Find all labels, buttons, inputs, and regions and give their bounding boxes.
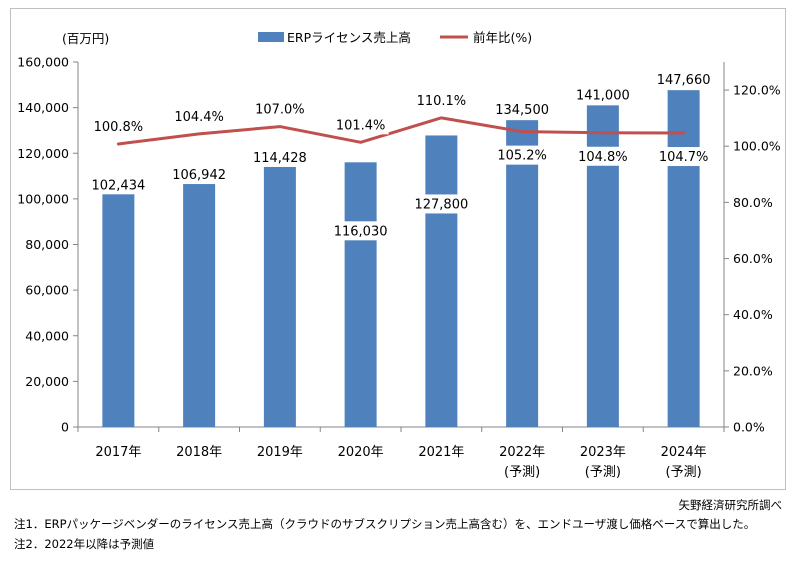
growth-label-bg bbox=[171, 106, 228, 126]
growth-label-bg bbox=[494, 145, 551, 165]
x-category-label: 2020年 bbox=[338, 445, 384, 460]
bar-value-label: 127,800 bbox=[414, 197, 468, 212]
footnote-2: 注2．2022年以降は予測値 bbox=[14, 537, 155, 551]
x-category-label: 2023年 bbox=[580, 445, 626, 460]
bar-2021年 bbox=[425, 135, 458, 428]
left-axis-tick-label: 120,000 bbox=[17, 146, 69, 161]
growth-label-bg bbox=[413, 90, 470, 110]
source-note: 矢野経済研究所調べ bbox=[678, 498, 783, 512]
bar-value-label: 147,660 bbox=[657, 73, 711, 88]
x-category-sublabel: (予測) bbox=[666, 465, 702, 480]
x-category-label: 2019年 bbox=[257, 445, 303, 460]
growth-label: 105.2% bbox=[497, 149, 547, 164]
growth-label: 101.4% bbox=[336, 118, 386, 133]
bar-value-label: 114,428 bbox=[253, 151, 307, 166]
legend-bar-swatch bbox=[258, 32, 284, 42]
bar-value-label: 106,942 bbox=[172, 168, 226, 183]
bar-value-label-bg bbox=[330, 221, 391, 241]
bar-value-label-bg bbox=[88, 175, 149, 195]
left-axis-tick-label: 20,000 bbox=[25, 374, 69, 389]
bar-value-label-bg bbox=[572, 85, 633, 105]
bar-value-label-bg bbox=[653, 70, 714, 90]
chart-frame bbox=[10, 8, 786, 490]
growth-label: 100.8% bbox=[94, 120, 144, 135]
x-category-label: 2017年 bbox=[95, 445, 141, 460]
left-axis-tick-label: 40,000 bbox=[25, 328, 69, 343]
bar-2018年 bbox=[183, 183, 216, 427]
legend-line-label: 前年比(%) bbox=[473, 30, 532, 45]
growth-label: 104.8% bbox=[578, 150, 628, 165]
x-category-sublabel: (予測) bbox=[585, 465, 621, 480]
growth-label-bg bbox=[251, 99, 308, 119]
left-axis-tick-label: 140,000 bbox=[17, 100, 69, 115]
x-category-label: 2018年 bbox=[176, 445, 222, 460]
bar-value-label-bg bbox=[169, 165, 230, 185]
bar-value-label: 141,000 bbox=[576, 88, 630, 103]
growth-label-bg bbox=[90, 116, 147, 136]
bar-2019年 bbox=[263, 165, 296, 427]
left-axis-tick-label: 100,000 bbox=[17, 191, 69, 206]
bar-value-label: 102,434 bbox=[91, 178, 145, 193]
right-axis-tick-label: 100.0% bbox=[733, 139, 781, 154]
growth-label: 110.1% bbox=[417, 94, 467, 109]
bar-value-label: 134,500 bbox=[495, 103, 549, 118]
right-axis-tick-label: 20.0% bbox=[733, 363, 773, 378]
growth-rate-line bbox=[116, 116, 686, 146]
bar-value-label-bg bbox=[411, 194, 472, 214]
x-category-label: 2022年 bbox=[499, 445, 545, 460]
growth-label-bg bbox=[574, 146, 631, 166]
x-category-sublabel: (予測) bbox=[504, 465, 540, 480]
bar-value-label: 116,030 bbox=[334, 224, 388, 239]
growth-label: 104.7% bbox=[659, 150, 709, 165]
footnote-1: 注1．ERPパッケージベンダーのライセンス売上高（クラウドのサブスクリプション売… bbox=[14, 517, 756, 531]
bar-2017年 bbox=[102, 193, 135, 427]
left-axis-tick-label: 80,000 bbox=[25, 237, 69, 252]
bar-2024年 bbox=[667, 90, 700, 427]
right-axis-tick-label: 80.0% bbox=[733, 195, 773, 210]
growth-label: 107.0% bbox=[255, 103, 305, 118]
right-axis-tick-label: 40.0% bbox=[733, 307, 773, 322]
right-axis-tick-label: 120.0% bbox=[733, 83, 781, 98]
legend-bar-label: ERPライセンス売上高 bbox=[287, 30, 411, 45]
bar-value-label-bg bbox=[249, 147, 310, 167]
left-axis-unit-label: (百万円) bbox=[62, 31, 109, 46]
bar-2020年 bbox=[344, 162, 377, 427]
bar-2022年 bbox=[506, 120, 539, 427]
left-axis-tick-label: 160,000 bbox=[17, 55, 69, 70]
left-axis-tick-label: 0 bbox=[61, 420, 69, 435]
right-axis-tick-label: 0.0% bbox=[733, 420, 765, 435]
growth-label: 104.4% bbox=[174, 110, 224, 125]
chart: 0 20,000 40,000 60,000 80,000 100,000 120,000 1… bbox=[17, 30, 781, 480]
x-category-label: 2021年 bbox=[418, 445, 464, 460]
growth-label-bg bbox=[655, 147, 712, 167]
bar-value-label-bg bbox=[492, 100, 553, 120]
right-axis-tick-label: 60.0% bbox=[733, 251, 773, 266]
x-category-label: 2024年 bbox=[661, 445, 707, 460]
growth-label-bg bbox=[332, 115, 389, 135]
left-axis-tick-label: 60,000 bbox=[25, 283, 69, 298]
